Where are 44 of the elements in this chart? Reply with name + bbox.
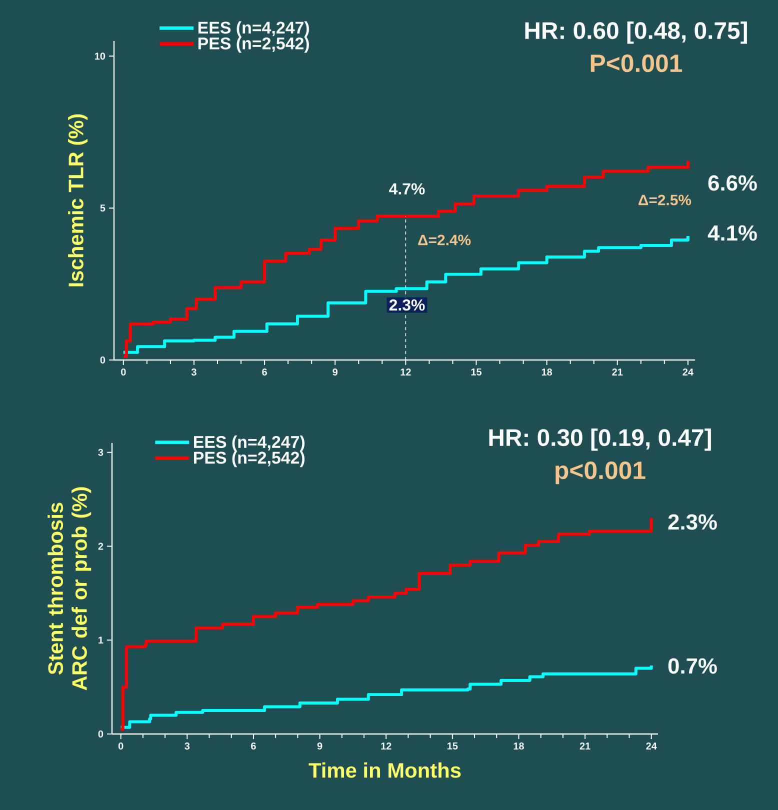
annotation: 4.7% (389, 183, 425, 194)
x-tick-label: 15 (471, 368, 482, 376)
y-axis-title: Stent thrombosis ARC def or prob (%) (48, 487, 92, 690)
x-tick-label: 21 (580, 742, 590, 750)
annotation: Δ=2.4% (418, 234, 471, 246)
text: 4.1% (708, 225, 757, 241)
x-tick-label: 18 (514, 742, 524, 750)
annotation: P<0.001 (590, 54, 682, 72)
y-tick-label: 0 (98, 730, 104, 738)
x-tick-label: 12 (381, 742, 392, 750)
x-axis-title: Time in Months (308, 762, 461, 778)
annotation: 2.3% (389, 299, 425, 311)
y-axis-title: Ischemic TLR (%) (68, 114, 88, 286)
text: 6.6% (708, 175, 757, 191)
legend-label: PES (n=2,542) (194, 451, 305, 468)
y-tick-label: 2 (98, 542, 104, 550)
annotation: HR: 0.30 [0.19, 0.47] (489, 428, 711, 451)
x-tick-label: 18 (542, 368, 552, 376)
legend-label: EES (n=4,247) (194, 436, 305, 452)
y-tick-label: 5 (100, 204, 106, 212)
x-tick-label: 12 (400, 368, 411, 376)
x-tick-label: 0 (121, 368, 126, 376)
x-tick-label: 3 (184, 742, 190, 750)
x-tick-label: 24 (682, 368, 694, 376)
annotation: p<0.001 (556, 462, 646, 484)
y-tick-label: 10 (95, 52, 106, 60)
x-tick-label: 6 (262, 368, 267, 376)
x-tick-label: 3 (191, 368, 196, 376)
text: 2.3% (668, 514, 717, 530)
annotation: Δ=2.5% (638, 194, 692, 206)
y-tick-label: 3 (98, 448, 104, 456)
x-tick-label: 9 (317, 742, 322, 750)
text: 0.7% (668, 658, 717, 674)
x-tick-label: 9 (332, 368, 338, 376)
x-tick-label: 24 (646, 742, 657, 750)
x-tick-label: 6 (251, 742, 256, 750)
annotation: HR: 0.60 [0.48, 0.75] (525, 22, 747, 44)
y-tick-label: 0 (100, 356, 106, 364)
y-tick-label: 1 (98, 636, 104, 644)
legend-label: PES (n=2,542) (198, 37, 309, 53)
x-tick-label: 0 (118, 742, 124, 750)
x-tick-label: 15 (448, 742, 458, 750)
legend-label: EES (n=4,247) (198, 21, 309, 38)
x-tick-label: 21 (612, 368, 623, 376)
